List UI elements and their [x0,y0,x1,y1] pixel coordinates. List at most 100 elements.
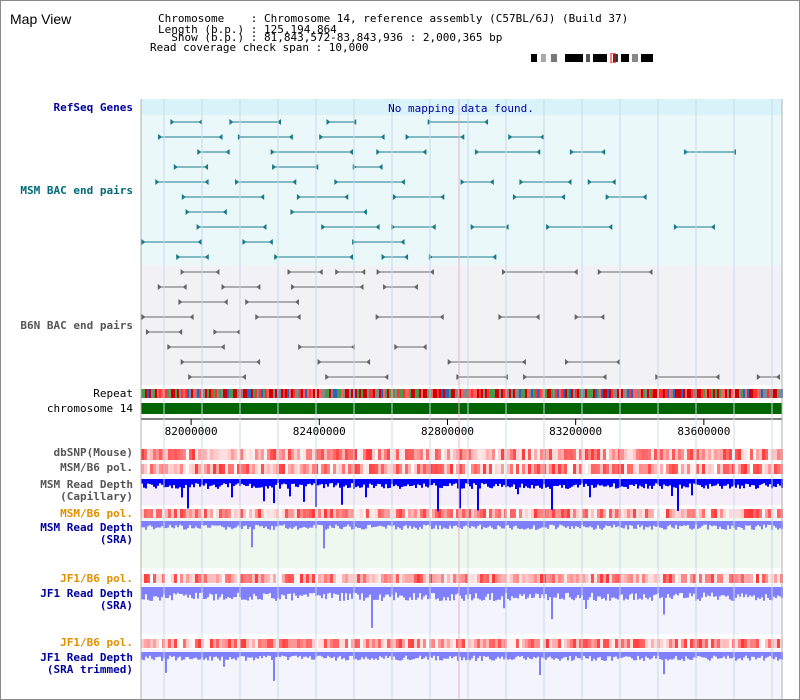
jf1-pol-trim-strip-cell [759,639,762,648]
msm-bac-pair-end [197,149,202,155]
msm-sra-depth-bar [263,521,265,529]
jf1-sra-depth-bar [605,587,607,601]
msm-sra-depth-bar [371,521,373,528]
msm-sra-depth-bar [195,521,197,527]
dbsnp-strip-cell [723,449,726,460]
dbsnp-track-label[interactable]: dbSNP(Mouse) [53,446,133,459]
jf1-depth-trimmed-label[interactable]: JF1 Read Depth [40,651,133,664]
repeat-mark [483,389,485,398]
msm-pol-sra-strip-cell [150,509,153,518]
msm-pol-sra-track-label[interactable]: MSM/B6 pol. [60,507,133,520]
msm-bac-track-label[interactable]: MSM BAC end pairs [20,184,133,197]
jf1-trim-depth-bar [639,652,641,660]
jf1-pol-strip-cell [321,574,324,583]
msm-pol-strip-cell [393,464,396,474]
msm-capillary-depth-bar [189,479,191,488]
jf1-pol-trim-strip-cell [717,639,720,648]
repeat-mark [739,389,741,398]
chromosome-track-label[interactable]: chromosome 14 [46,402,133,415]
msm-capillary-depth-bar [649,479,651,486]
jf1-pol-trim-strip-cell [489,639,492,648]
msm-pol-strip-cell [492,464,495,474]
refseq-track-label[interactable]: RefSeq Genes [53,101,133,114]
msm-capillary-depth-bar [673,479,675,488]
repeat-mark [525,389,527,398]
jf1-pol-track-label[interactable]: JF1/B6 pol. [60,572,133,585]
dbsnp-strip-cell [411,449,414,460]
msm-sra-depth-bar [533,521,535,526]
dbsnp-strip-cell [318,449,321,460]
jf1-sra-depth-bar [359,587,361,600]
jf1-pol-trim-strip-cell [726,639,729,648]
dbsnp-strip-cell [615,449,618,460]
jf1-pol-trim-strip-cell [300,639,303,648]
jf1-pol-strip-cell [627,574,630,583]
repeat-track-label[interactable]: Repeat [93,387,133,400]
jf1-depth-sra-sublabel: (SRA) [99,599,133,612]
msm-capillary-depth-bar [209,479,211,487]
msm-capillary-depth-bar [425,479,427,487]
jf1-sra-depth-bar [371,587,373,628]
b6n-bac-pair-end [597,269,602,275]
msm-capillary-depth-bar [285,479,287,485]
msm-sra-depth-bar [403,521,405,527]
jf1-sra-depth-bar [643,587,645,595]
dbsnp-strip-cell [621,449,624,460]
jf1-trim-depth-bar [471,652,473,659]
msm-sra-depth-bar [327,521,329,529]
repeat-mark [183,389,185,398]
jf1-pol-trimmed-track-label[interactable]: JF1/B6 pol. [60,636,133,649]
dbsnp-strip-cell [666,449,669,460]
jf1-pol-trim-strip-cell [633,639,636,648]
jf1-sra-depth-bar [213,587,215,601]
jf1-sra-depth-bar [703,587,705,593]
msm-pol-strip-cell [606,464,609,474]
msm-pol-strip-cell [231,464,234,474]
jf1-trim-depth-bar [161,652,163,661]
msm-pol-sra-strip-cell [498,509,501,518]
msm-pol-strip-cell [684,464,687,474]
msm-sra-depth-bar [485,521,487,529]
b6n-bac-track-label[interactable]: B6N BAC end pairs [20,319,133,332]
msm-depth-sra-label[interactable]: MSM Read Depth [40,521,133,534]
msm-sra-depth-bar [317,521,319,525]
b6n-bac-pair-end [384,374,389,380]
jf1-pol-strip-cell [600,574,603,583]
b6n-bac-pair-end [456,374,461,380]
msm-capillary-depth-bar [269,479,271,486]
msm-capillary-depth-bar [539,479,541,488]
msm-sra-depth-bar [425,521,427,526]
msm-capillary-depth-bar [541,479,543,489]
msm-sra-depth-bar [583,521,585,527]
msm-capillary-depth-bar [293,479,295,484]
repeat-mark [689,389,691,398]
msm-pol-sra-strip-cell [144,509,147,518]
dbsnp-strip-cell [750,449,753,460]
msm-pol-strip-cell [144,464,147,474]
jf1-pol-trim-strip-cell [468,639,471,648]
jf1-depth-sra-label[interactable]: JF1 Read Depth [40,587,133,600]
jf1-trim-depth-bar [537,652,539,657]
repeat-mark [735,389,737,398]
jf1-sra-depth-bar [193,587,195,600]
msm-pol-strip-cell [378,464,381,474]
msm-depth-capillary-label[interactable]: MSM Read Depth [40,478,133,491]
msm-sra-depth-bar [297,521,299,530]
jf1-trim-depth-bar [591,652,593,661]
jf1-pol-strip-cell [171,574,174,583]
msm-pol-strip-cell [258,464,261,474]
msm-pol-sra-strip-cell [594,509,597,518]
msm-bac-pair-end [225,149,230,155]
jf1-pol-trim-strip-cell [213,639,216,648]
msm-bac-pair-end [560,194,565,200]
msm-pol-strip-cell [672,464,675,474]
msm-capillary-depth-bar [627,479,629,489]
msm-capillary-depth-bar [523,479,525,489]
jf1-pol-trim-strip-cell [210,639,213,648]
msm-pol-sra-strip-cell [372,509,375,518]
chromosome-ideogram[interactable] [531,53,656,63]
msm-pol-track-label[interactable]: MSM/B6 pol. [60,461,133,474]
jf1-trim-depth-bar [431,652,433,658]
jf1-trim-depth-bar [305,652,307,657]
